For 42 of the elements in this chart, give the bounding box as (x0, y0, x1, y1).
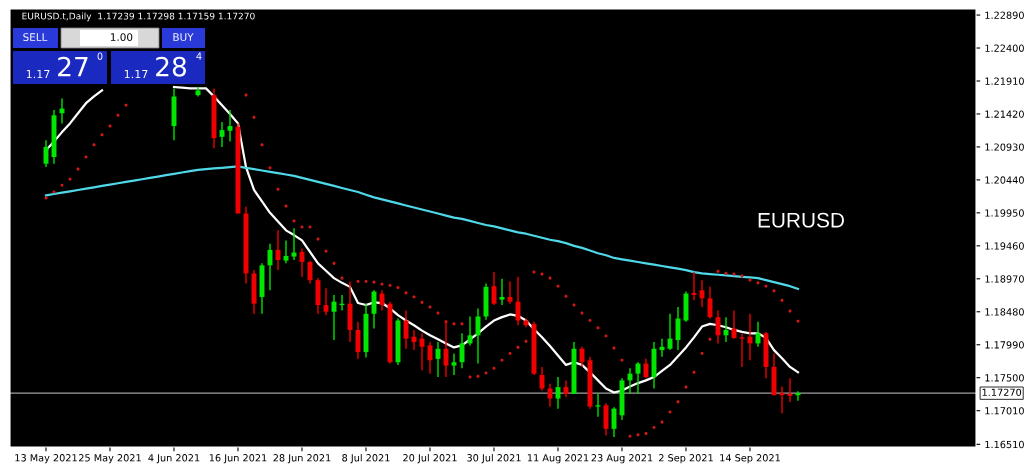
annotation: 28 (156, 56, 186, 77)
candlestick (739, 333, 745, 368)
y-tick-label: 1.22400 (985, 44, 1024, 52)
x-tick-label: 28 Jun 2021 (273, 454, 331, 464)
y-tick-label: 1.17990 (985, 341, 1024, 349)
x-tick-label: 20 Jul 2021 (403, 453, 457, 464)
candlestick (595, 393, 601, 418)
y-tick-label: 1.21420 (985, 110, 1024, 118)
annotation: 4 (196, 52, 202, 60)
y-tick-label: 1.19950 (985, 209, 1024, 217)
chart-title: EURUSD.t,Daily 1.17239 1.17298 1.17159 1.17270 (22, 12, 255, 22)
y-tick-label: 1.17500 (985, 374, 1024, 382)
y-tick-label: 1.22890 (985, 11, 1024, 19)
annotation: BUY (173, 33, 194, 42)
y-tick-label: 1.20930 (985, 143, 1024, 151)
annotation: 1.00 (110, 33, 133, 42)
x-tick-label: 11 Aug 2021 (527, 454, 589, 464)
candlestick (451, 352, 457, 376)
y-tick-label: 1.21910 (985, 77, 1024, 85)
x-tick-label: 16 Jun 2021 (209, 454, 267, 464)
x-tick-label: 13 May 2021 (15, 454, 77, 464)
candlestick (499, 278, 505, 306)
y-tick-label: 1.20440 (985, 176, 1024, 184)
y-tick-label: 1.16510 (985, 440, 1024, 449)
x-tick-label: 30 Jul 2021 (467, 453, 521, 464)
annotation: EURUSD (758, 212, 844, 228)
x-tick-label: 8 Jul 2021 (342, 453, 390, 464)
annotation: 27 (58, 56, 88, 77)
x-tick-label: 2 Sep 2021 (658, 454, 713, 464)
annotation: 1.17 (26, 69, 50, 79)
y-tick-label: 1.19460 (985, 242, 1024, 250)
x-tick-label: 4 Jun 2021 (148, 454, 200, 464)
x-tick-label: 14 Sep 2021 (720, 454, 780, 464)
x-tick-label: 23 Aug 2021 (591, 454, 653, 464)
y-tick-label: 1.18480 (985, 308, 1024, 316)
ref-line-label: 1.17270 (982, 388, 1022, 396)
annotation: 0 (97, 52, 103, 60)
y-tick-label: 1.17010 (985, 407, 1024, 415)
y-tick-label: 1.18970 (985, 275, 1024, 283)
x-tick-label: 25 May 2021 (79, 454, 141, 464)
annotation: SELL (23, 33, 48, 42)
annotation: 1.17 (124, 69, 148, 79)
